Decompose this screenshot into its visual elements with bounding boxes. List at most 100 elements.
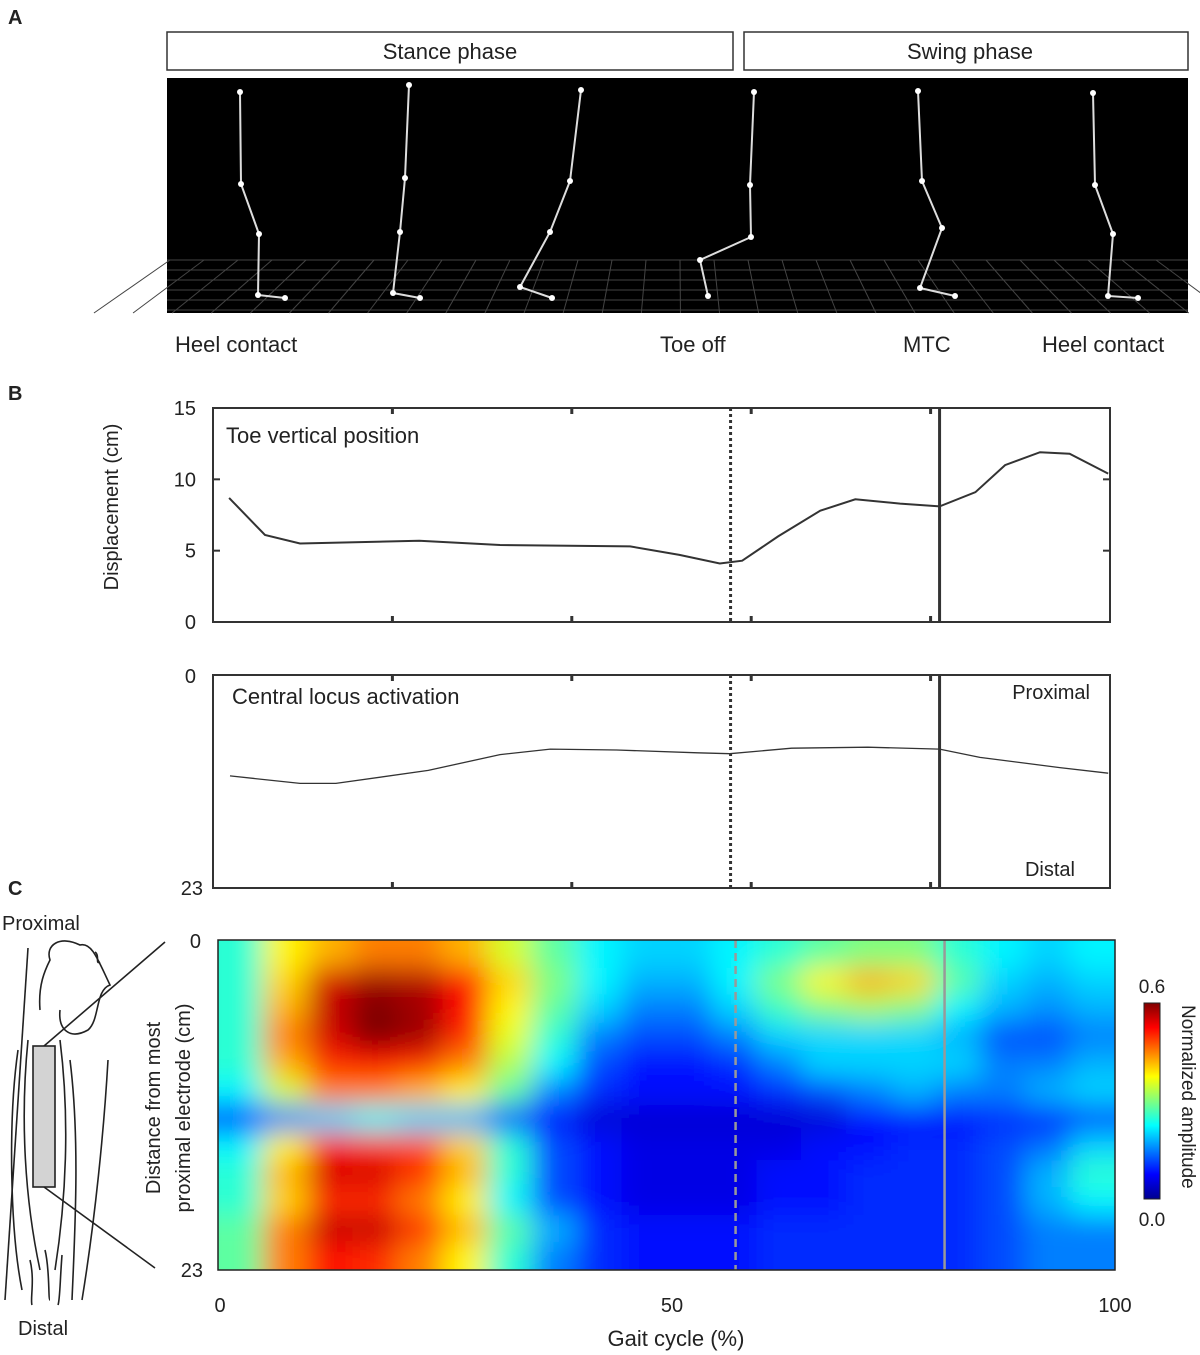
heatmap-cell: [352, 1242, 399, 1270]
grid-line: [523, 259, 545, 314]
heatmap-cell: [980, 1215, 1027, 1244]
locus-plot-frame: [212, 674, 1111, 889]
heatmap-cell: [845, 1050, 892, 1079]
heatmap-cell: [352, 1022, 399, 1051]
heatmap-cell: [935, 1050, 982, 1079]
joint-marker: [237, 89, 243, 95]
event-label-toe-off: Toe off: [660, 332, 727, 357]
toe-ytick: 15: [174, 398, 196, 420]
heatmap-cell: [1025, 1215, 1072, 1244]
joint-marker: [238, 181, 244, 187]
heatmap-cell: [352, 940, 399, 969]
joint-marker: [917, 285, 923, 291]
heatmap-cell: [218, 1242, 264, 1270]
joint-marker: [705, 293, 711, 299]
stick-figures: [237, 82, 1141, 301]
grid-line: [289, 259, 341, 314]
heatmap-cell: [621, 1105, 668, 1134]
heatmap-cell: [621, 1187, 668, 1216]
grid-line: [1087, 259, 1150, 314]
heatmap-cell: [801, 995, 847, 1024]
heatmap-cell: [442, 1187, 489, 1216]
heatmap-cell: [1025, 967, 1072, 996]
heatmap-cell: [397, 1242, 444, 1270]
heatmap-cell: [1070, 1077, 1115, 1106]
heatmap-cell: [307, 940, 354, 969]
grid-line: [601, 259, 613, 314]
heatmap-cell: [935, 940, 982, 969]
toe-vlines: [729, 408, 942, 622]
joint-marker: [578, 87, 584, 93]
joint-marker: [567, 178, 573, 184]
heatmap-cell: [935, 1215, 982, 1244]
heatmap-cell: [980, 995, 1027, 1024]
heatmap-cell: [262, 1187, 309, 1216]
heatmap-cell: [487, 1077, 533, 1106]
heatmap-cell: [756, 1160, 803, 1189]
heatmap-cell: [531, 1132, 578, 1161]
heatmap-cell: [711, 1187, 758, 1216]
grid-line: [484, 259, 511, 314]
heatmap-cell: [980, 1050, 1027, 1079]
heatmap-cell: [576, 1187, 623, 1216]
heatmap-cell: [576, 1215, 623, 1244]
heatmap-cell: [576, 1160, 623, 1189]
heatmap-cell: [442, 1132, 489, 1161]
joint-marker: [751, 89, 757, 95]
joint-marker: [417, 295, 423, 301]
heatmap-cell: [890, 940, 937, 969]
heatmap-cell: [621, 1215, 668, 1244]
heatmap-cell: [756, 1242, 803, 1270]
toe-plot-title: Toe vertical position: [226, 423, 419, 448]
locus-vlines: [729, 675, 942, 888]
heatmap-cell: [487, 1105, 533, 1134]
heatmap-cell: [980, 1022, 1027, 1051]
heatmap-ytick-0: 0: [190, 931, 201, 953]
toe-plot-frame: [212, 407, 1111, 623]
heatmap-cell: [352, 995, 399, 1024]
heatmap-cell: [711, 967, 758, 996]
locus-ytick-23: 23: [181, 878, 203, 900]
heatmap-cell: [890, 1077, 937, 1106]
panel-label-b: B: [8, 383, 22, 405]
heatmap-cell: [756, 1215, 803, 1244]
heatmap-cell: [845, 1160, 892, 1189]
heatmap-cell: [307, 995, 354, 1024]
xtick-100: 100: [1098, 1295, 1131, 1317]
heatmap-cell: [352, 1187, 399, 1216]
heatmap-cell: [531, 1242, 578, 1270]
heatmap-cell: [531, 1050, 578, 1079]
heatmap-cell: [890, 1132, 937, 1161]
heatmap-cell: [1025, 1077, 1072, 1106]
heatmap-cell: [487, 1160, 533, 1189]
heatmap-cell: [666, 1050, 713, 1079]
heatmap-cell: [307, 1132, 354, 1161]
grid-line: [985, 259, 1033, 314]
heatmap-cell: [1070, 1160, 1115, 1189]
heatmap-cell: [845, 1022, 892, 1051]
grid-line: [93, 259, 171, 314]
grid-line: [1019, 259, 1072, 314]
heatmap-cell: [666, 967, 713, 996]
grid-line: [132, 259, 205, 314]
heatmap-cell: [890, 1050, 937, 1079]
heatmap-cell: [487, 995, 533, 1024]
stance-phase-label: Stance phase: [383, 39, 518, 64]
heatmap-cell: [621, 1160, 668, 1189]
heatmap-cell: [531, 1160, 578, 1189]
heatmap-cell: [262, 967, 309, 996]
heatmap-cell: [397, 1050, 444, 1079]
heatmap-cell: [352, 1215, 399, 1244]
heatmap-cell: [1025, 1242, 1072, 1270]
grid-line: [328, 259, 375, 314]
heatmap-cell: [218, 1105, 264, 1134]
joint-marker: [390, 290, 396, 296]
heatmap-cell: [621, 1242, 668, 1270]
heatmap-cell: [487, 1050, 533, 1079]
heatmap-cell: [352, 1105, 399, 1134]
heatmap-cell: [1070, 940, 1115, 969]
heatmap-cell: [442, 1242, 489, 1270]
heatmap-cell: [845, 1215, 892, 1244]
heatmap-cell: [801, 1132, 847, 1161]
heatmap-cell: [980, 1132, 1027, 1161]
